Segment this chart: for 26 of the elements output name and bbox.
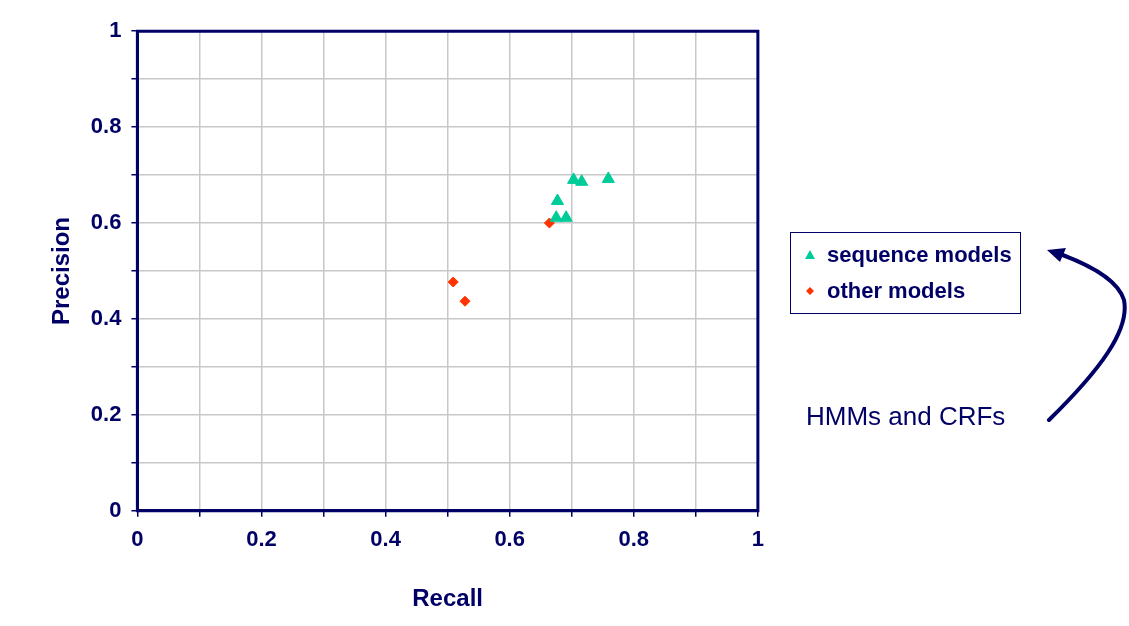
y-tick-label: 0.4: [90, 305, 123, 331]
point: [575, 174, 589, 186]
x-tick-label: 0.4: [370, 526, 402, 552]
x-tick-label: 0: [131, 526, 144, 552]
point: [567, 172, 581, 184]
x-tick-label: 0.2: [246, 526, 277, 552]
x-tick-label: 1: [751, 526, 765, 552]
point: [559, 210, 573, 222]
legend-label: sequence models: [827, 242, 1012, 268]
point: [447, 276, 459, 288]
x-tick-label: 0.8: [618, 526, 650, 552]
x-axis-title: Recall: [412, 584, 483, 612]
x-tick-label: 0.6: [494, 526, 525, 552]
point: [601, 171, 615, 183]
point: [543, 217, 555, 229]
point: [459, 295, 471, 307]
point: [550, 193, 565, 205]
y-tick-label: 0.2: [90, 400, 122, 426]
y-axis-title: Precision: [47, 216, 75, 326]
y-tick-label: 1: [109, 17, 122, 43]
y-tick-label: 0.8: [90, 113, 122, 139]
legend-label: other models: [827, 278, 966, 304]
y-tick-label: 0: [109, 496, 122, 522]
y-tick-label: 0.6: [90, 209, 122, 235]
point: [549, 210, 563, 222]
text: HMMs and CRFs: [806, 401, 1006, 432]
